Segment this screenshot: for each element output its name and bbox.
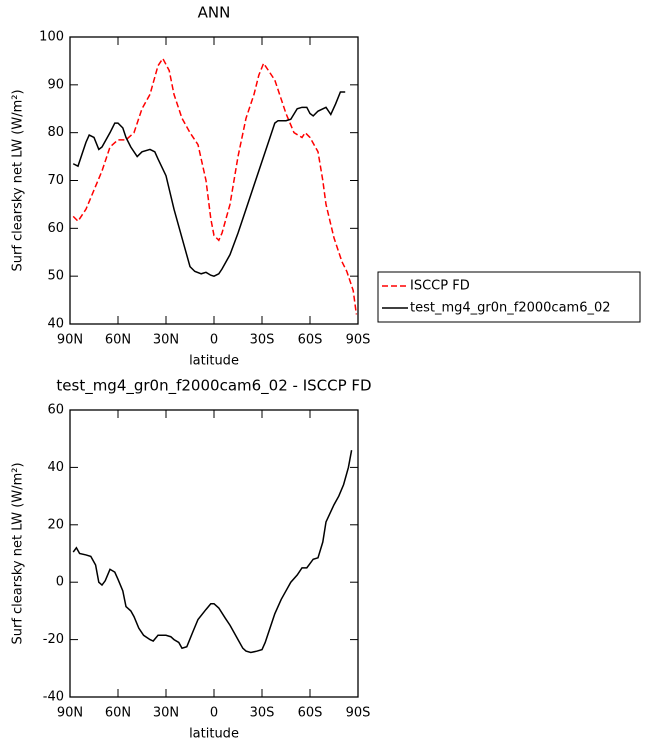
x-tick-label: 60N xyxy=(105,333,131,348)
y-tick-label: 0 xyxy=(56,575,64,590)
x-tick-label: 0 xyxy=(210,333,218,348)
y-tick-label: 60 xyxy=(47,403,64,418)
x-tick-label: 30N xyxy=(153,706,179,721)
y-tick-label: 60 xyxy=(47,221,64,236)
legend-label: test_mg4_gr0n_f2000cam6_02 xyxy=(410,301,611,316)
y-tick-label: -20 xyxy=(43,632,64,647)
x-tick-label: 90N xyxy=(57,333,83,348)
y-tick-label: 80 xyxy=(47,125,64,140)
series-line xyxy=(72,57,358,315)
y-tick-label: 90 xyxy=(47,77,64,92)
x-tick-label: 90S xyxy=(346,706,371,721)
plot-frame xyxy=(69,409,359,698)
y-tick-label: 70 xyxy=(47,173,64,188)
y-tick-label: 40 xyxy=(47,460,64,475)
series-line xyxy=(72,91,346,277)
x-axis-label: latitude xyxy=(189,727,239,742)
x-tick-label: 60S xyxy=(298,333,323,348)
y-tick-label: 20 xyxy=(47,517,64,532)
x-tick-label: 30S xyxy=(250,333,275,348)
y-tick-label: 50 xyxy=(47,269,64,284)
series-line xyxy=(72,450,353,654)
y-tick-label: 100 xyxy=(39,30,64,45)
y-tick-label: 40 xyxy=(47,317,64,332)
y-tick-label: -40 xyxy=(43,690,64,705)
x-tick-label: 90S xyxy=(346,333,371,348)
y-axis-label: Surf clearsky net LW (W/m²) xyxy=(11,462,26,644)
x-tick-label: 30S xyxy=(250,706,275,721)
legend-label: ISCCP FD xyxy=(410,279,470,294)
chart-title: ANN xyxy=(198,4,231,22)
x-tick-label: 90N xyxy=(57,706,83,721)
x-axis-label: latitude xyxy=(189,354,239,369)
x-tick-label: 60S xyxy=(298,706,323,721)
x-tick-label: 30N xyxy=(153,333,179,348)
chart-title: test_mg4_gr0n_f2000cam6_02 - ISCCP FD xyxy=(56,377,371,396)
x-tick-label: 60N xyxy=(105,706,131,721)
legend-box xyxy=(377,271,641,323)
plot-frame xyxy=(69,36,359,325)
x-tick-label: 0 xyxy=(210,706,218,721)
y-axis-label: Surf clearsky net LW (W/m²) xyxy=(11,89,26,271)
